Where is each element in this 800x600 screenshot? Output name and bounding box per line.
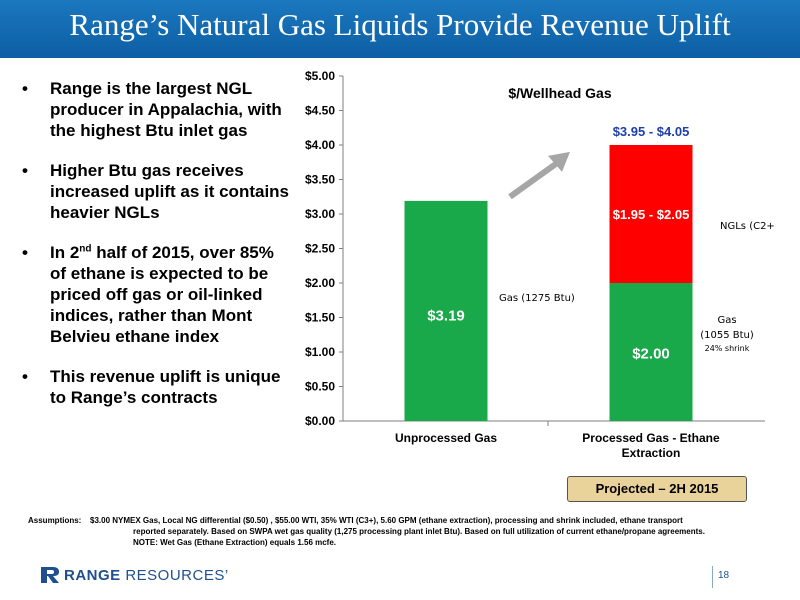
bullet-text: Higher Btu gas receives increased uplift…: [50, 161, 290, 222]
assumptions-line: reported separately. Based on SWPA wet g…: [133, 527, 705, 536]
total-label: $3.95 - $4.05: [613, 124, 690, 139]
y-tick-label: $2.50: [305, 242, 335, 256]
bullet-text: This revenue uplift is unique to Range’s…: [50, 367, 281, 407]
annotation-gas-processed: Gas: [717, 315, 736, 326]
stacked-bar-chart: $0.00 $0.50 $1.00 $1.50 $2.00 $2.50 $3.00 $3.50…: [305, 69, 775, 460]
bullet-item: • Range is the largest NGL producer in Ap…: [22, 78, 292, 141]
x-tick-label: Unprocessed Gas: [395, 431, 497, 445]
bullet-item: • In 2nd half of 2015, over 85% of ethane…: [22, 242, 292, 347]
x-tick-label: Processed Gas - Ethane: [582, 431, 720, 445]
bullet-list: • Range is the largest NGL producer in Ap…: [22, 78, 292, 427]
bar-gas: [609, 283, 693, 421]
y-tick-label: $1.50: [305, 311, 335, 325]
y-tick-label: $2.00: [305, 276, 335, 290]
data-label: $3.19: [427, 307, 465, 324]
annotation-gas-btu: (1055 Btu): [700, 330, 754, 341]
range-logo-icon: [41, 567, 59, 583]
y-tick-label: $1.00: [305, 345, 335, 359]
title-bar: Range’s Natural Gas Liquids Provide Reve…: [0, 0, 800, 58]
logo-word-range: RANGE: [64, 567, 121, 584]
annotation-gas-unprocessed: Gas (1275 Btu): [499, 293, 575, 304]
bullet-text-pre: In 2: [50, 243, 80, 262]
chart-title: $/Wellhead Gas: [508, 85, 611, 101]
page-number: 18: [718, 570, 730, 581]
assumptions-line: NOTE: Wet Gas (Ethane Extraction) equals…: [133, 538, 337, 547]
y-tick-label: $3.50: [305, 173, 335, 187]
bullet-dot-icon: •: [22, 367, 28, 386]
uplift-arrow-icon: [548, 151, 570, 172]
y-tick-label: $0.00: [305, 414, 335, 428]
y-tick-label: $0.50: [305, 380, 335, 394]
y-tick-label: $4.50: [305, 104, 335, 118]
data-label: $2.00: [632, 345, 670, 362]
bullet-text: Range is the largest NGL producer in App…: [50, 79, 282, 140]
x-tick-label: Extraction: [622, 446, 681, 460]
bullet-dot-icon: •: [22, 79, 28, 98]
bullet-superscript: nd: [79, 243, 92, 255]
bullet-item: • This revenue uplift is unique to Range’…: [22, 366, 292, 408]
logo-text: RANGE RESOURCES’: [64, 567, 229, 584]
data-label: $1.95 - $2.05: [613, 207, 690, 222]
bullet-text-post: half of 2015, over 85% of ethane is expe…: [50, 243, 274, 346]
y-tick-label: $5.00: [305, 69, 335, 83]
logo-mark-text: ’: [224, 567, 229, 584]
y-tick-label: $4.00: [305, 138, 335, 152]
bullet-dot-icon: •: [22, 161, 28, 180]
uplift-arrow-shaft: [508, 158, 562, 200]
assumptions-footnote: Assumptions: $3.00 NYMEX Gas, Local NG d…: [28, 515, 758, 548]
bar-ngl: [609, 145, 693, 283]
logo-word-resources: RESOURCES: [120, 567, 225, 584]
bar-gas: [404, 200, 488, 421]
y-tick-label: $3.00: [305, 207, 335, 221]
assumptions-line: $3.00 NYMEX Gas, Local NG differential (…: [90, 516, 683, 525]
projected-badge: Projected – 2H 2015: [567, 476, 747, 502]
annotation-shrink: 24% shrink: [705, 344, 750, 353]
bullet-item: • Higher Btu gas receives increased uplif…: [22, 160, 292, 223]
slide-title: Range’s Natural Gas Liquids Provide Reve…: [69, 7, 731, 42]
bullet-dot-icon: •: [22, 243, 28, 262]
page-number-rule: [712, 566, 713, 588]
annotation-ngls: NGLs (C2+): [720, 221, 775, 232]
assumptions-label: Assumptions:: [28, 516, 82, 525]
